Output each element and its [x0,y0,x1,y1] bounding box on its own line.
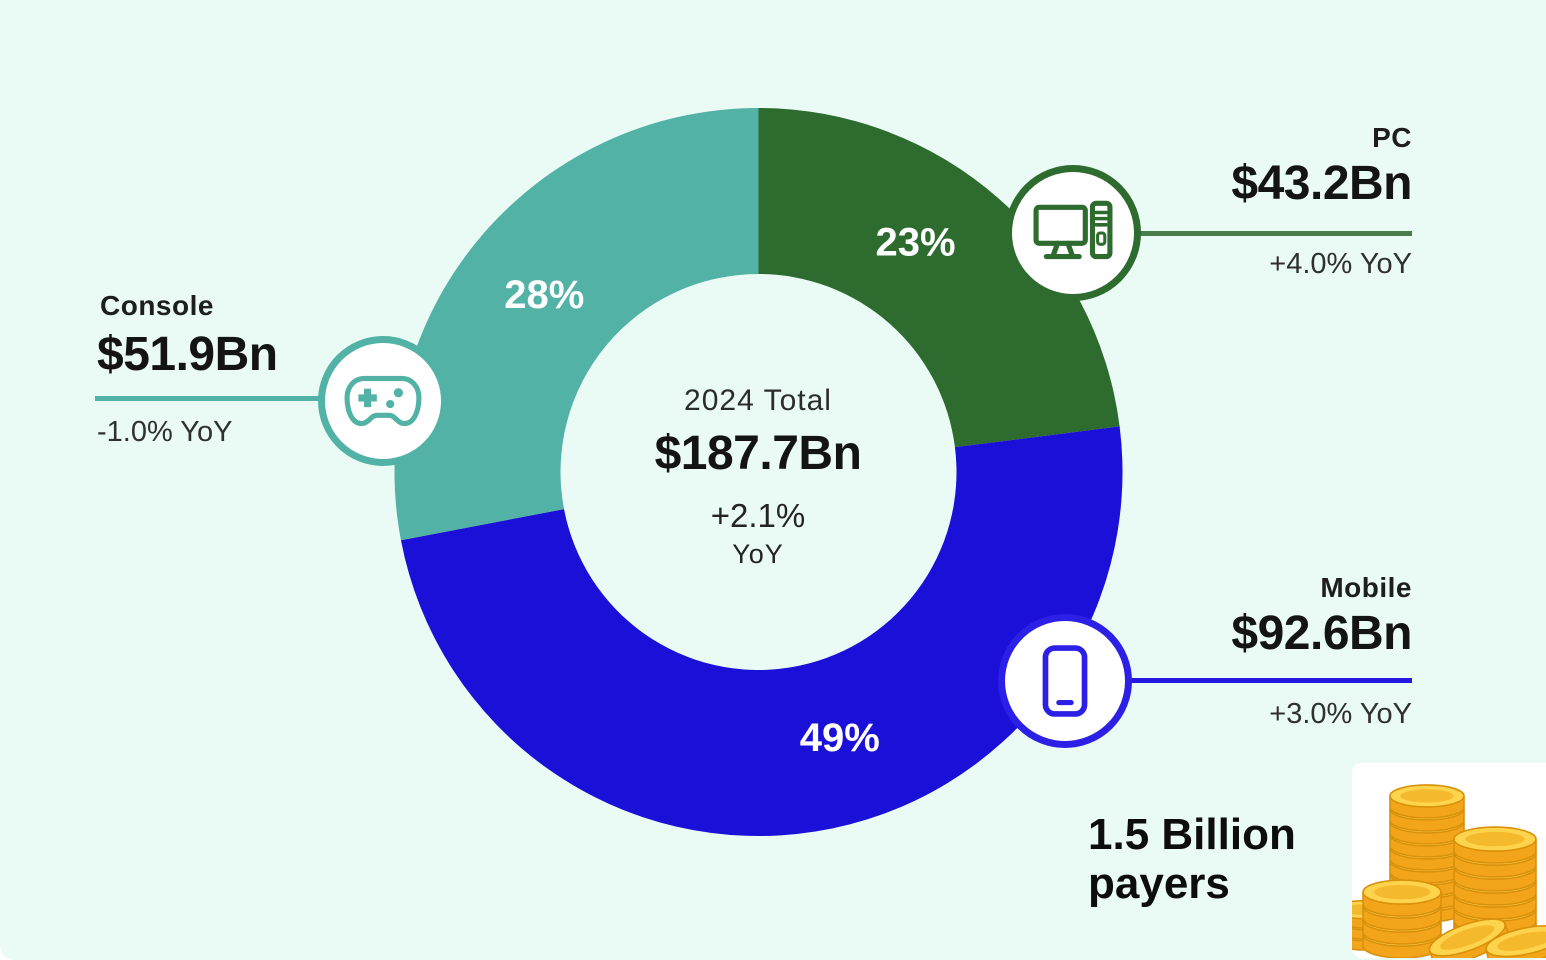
donut-segment-label-console: 28% [504,273,584,317]
total-yoy: +2.1% [710,497,806,534]
desktop-computer-icon [1033,200,1113,260]
donut-center-total: 2024 Total $187.7Bn +2.1% YoY [558,384,958,570]
console-label: Console [100,290,214,321]
coins-card [1352,763,1546,958]
mobile-callout-line [1128,678,1412,683]
total-value: $187.7Bn [654,427,862,480]
gold-coin [1362,879,1442,917]
payers-note: 1.5 Billion payers [1088,810,1296,909]
total-yoy-suffix: YoY [732,539,784,569]
gold-coin [1453,826,1537,864]
console-icon-badge [318,336,448,466]
donut-segment-console [394,108,759,541]
mobile-label: Mobile [1320,572,1412,603]
total-title: 2024 Total [684,384,832,417]
console-yoy: -1.0% YoY [97,416,233,448]
mobile-yoy: +3.0% YoY [1269,698,1412,730]
mobile-value: $92.6Bn [1231,607,1412,660]
gamepad-icon [344,375,422,427]
smartphone-icon [1042,645,1088,717]
pc-value: $43.2Bn [1231,157,1412,210]
console-value: $51.9Bn [97,328,278,381]
gold-coins-icon [1352,784,1546,958]
gold-coin [1485,925,1546,958]
console-callout-line [95,396,325,401]
donut-segment-label-mobile: 49% [800,716,880,760]
mobile-icon-badge [998,614,1132,748]
donut-segment-mobile [400,426,1123,837]
pc-callout-line [1138,231,1412,236]
pc-icon-badge [1005,165,1141,301]
donut-segment-label-pc: 23% [876,221,956,265]
donut-segment-pc [758,108,1120,448]
pc-yoy: +4.0% YoY [1269,248,1412,280]
gold-coin [1389,784,1465,819]
pc-label: PC [1372,122,1412,153]
